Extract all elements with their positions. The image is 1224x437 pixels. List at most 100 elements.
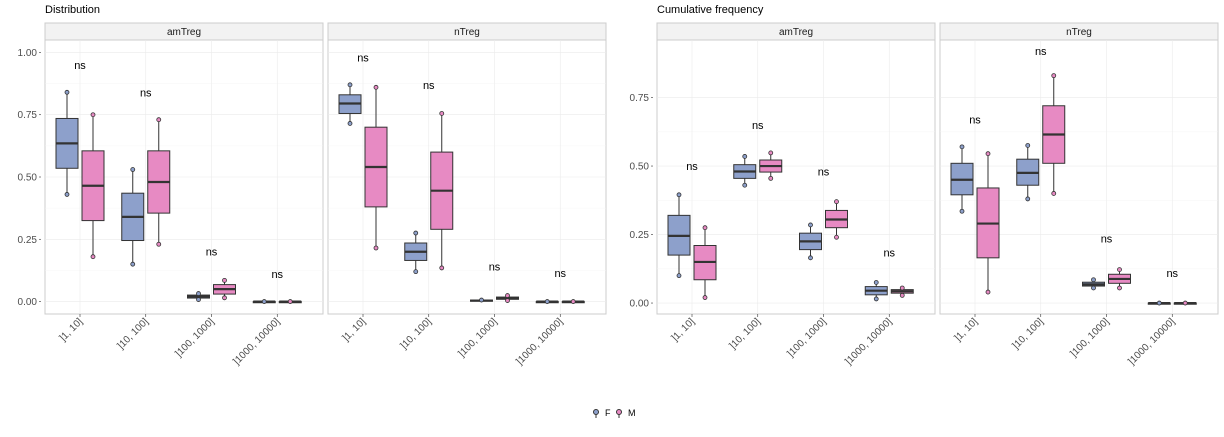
data-point xyxy=(702,225,708,231)
significance-label: ns xyxy=(969,114,981,126)
data-point xyxy=(570,299,576,304)
x-tick-label: ]100, 1000] xyxy=(173,316,216,359)
data-point xyxy=(90,254,96,260)
significance-label: ns xyxy=(271,269,283,281)
chart-title-distribution: Distribution xyxy=(45,4,100,16)
panel-nTreg: nTreg]1, 10]]10, 100]]100, 1000]]1000, 1… xyxy=(939,22,1219,367)
data-point xyxy=(1117,267,1122,273)
legend-label-m: M xyxy=(628,408,636,418)
significance-label: ns xyxy=(1035,46,1047,58)
y-tick-label: 0.25 xyxy=(630,230,650,241)
data-point xyxy=(1156,300,1162,306)
box-F-2 xyxy=(187,291,210,302)
chart-1: 0.00 0.25 0.50 0.75 amTreg]1, 10]]10, 100]]1… xyxy=(630,22,1219,367)
y-tick-label: 0.50 xyxy=(630,162,650,173)
x-tick-label: ]10, 100] xyxy=(116,316,151,351)
box-F-3 xyxy=(252,299,276,304)
box-F-3 xyxy=(1147,300,1171,306)
y-tick-label: 0.75 xyxy=(630,93,650,104)
data-point xyxy=(808,222,813,228)
box-M-0 xyxy=(364,84,388,251)
data-point xyxy=(834,199,839,205)
legend-key-f xyxy=(593,409,599,418)
data-point xyxy=(768,175,774,181)
box-F-1 xyxy=(733,154,757,188)
box-F-0 xyxy=(55,89,79,197)
panel-amTreg: amTreg]1, 10]]10, 100]]100, 1000]]1000, … xyxy=(44,22,324,367)
data-point xyxy=(985,289,991,295)
strip-label: nTreg xyxy=(1066,27,1092,38)
significance-label: ns xyxy=(883,247,895,259)
data-point xyxy=(899,285,905,291)
x-tick-label: ]10, 100] xyxy=(399,316,434,351)
data-point xyxy=(676,273,682,279)
data-point xyxy=(544,299,550,304)
chart-title-cumulative-frequency: Cumulative frequency xyxy=(657,4,764,16)
box-M-3 xyxy=(1173,300,1197,306)
box-M-3 xyxy=(278,299,302,304)
data-point xyxy=(130,261,136,267)
box-M-0 xyxy=(693,225,717,300)
box-M-1 xyxy=(1042,73,1066,196)
x-tick-label: ]100, 1000] xyxy=(1068,316,1111,359)
x-tick-label: ]1000, 10000] xyxy=(1126,316,1177,367)
data-point xyxy=(222,277,227,283)
box-F-3 xyxy=(535,299,559,304)
y-tick-label: 0.25 xyxy=(18,235,38,246)
box-M-2 xyxy=(825,199,848,240)
data-point xyxy=(742,182,748,188)
box-F-0 xyxy=(667,192,691,279)
data-point xyxy=(347,121,353,126)
data-point xyxy=(64,89,70,95)
box-F-1 xyxy=(404,230,428,275)
data-point xyxy=(156,117,162,123)
x-tick-label: ]100, 1000] xyxy=(785,316,828,359)
strip-label: amTreg xyxy=(167,27,201,38)
data-point xyxy=(505,298,510,303)
x-tick-label: ]1, 10] xyxy=(58,316,86,344)
data-point xyxy=(439,265,445,271)
data-point xyxy=(373,84,379,90)
box-M-1 xyxy=(430,111,454,271)
data-point xyxy=(1051,191,1057,196)
x-tick-label: ]1, 10] xyxy=(341,316,369,344)
box-M-1 xyxy=(147,117,171,247)
data-point xyxy=(90,112,96,118)
significance-label: ns xyxy=(140,87,152,99)
legend-key-m xyxy=(616,409,622,418)
box-F-2 xyxy=(1082,277,1105,291)
data-point xyxy=(130,167,136,172)
data-point xyxy=(439,111,445,116)
box-F-1 xyxy=(1016,143,1040,202)
data-point xyxy=(985,151,991,157)
data-point xyxy=(702,295,708,300)
significance-label: ns xyxy=(357,52,369,64)
x-tick-label: ]100, 1000] xyxy=(456,316,499,359)
data-point xyxy=(64,192,70,197)
data-point xyxy=(1117,285,1122,291)
data-point xyxy=(413,230,419,236)
x-tick-label: ]10, 100] xyxy=(728,316,763,351)
data-point xyxy=(742,154,748,159)
box-M-3 xyxy=(890,285,914,298)
legend: F M xyxy=(593,408,636,418)
box-M-0 xyxy=(976,151,1000,295)
data-point xyxy=(959,208,965,214)
data-point xyxy=(196,297,201,302)
data-point xyxy=(959,144,965,150)
data-point xyxy=(196,291,201,296)
panel-background xyxy=(939,39,1219,315)
data-point xyxy=(676,192,682,198)
strip-label: nTreg xyxy=(454,27,480,38)
data-point xyxy=(808,255,813,261)
box-M-3 xyxy=(561,299,585,304)
x-tick-label: ]10, 100] xyxy=(1011,316,1046,351)
box-M-0 xyxy=(81,112,105,260)
data-point xyxy=(222,295,227,301)
strip-label: amTreg xyxy=(779,27,813,38)
data-point xyxy=(768,150,774,156)
data-point xyxy=(413,269,419,275)
box-F-0 xyxy=(950,144,974,214)
data-point xyxy=(1091,277,1096,283)
chart-0: 0.00 0.25 0.50 0.75 1.00 amTreg]1, 10]]10, 10… xyxy=(18,22,607,367)
